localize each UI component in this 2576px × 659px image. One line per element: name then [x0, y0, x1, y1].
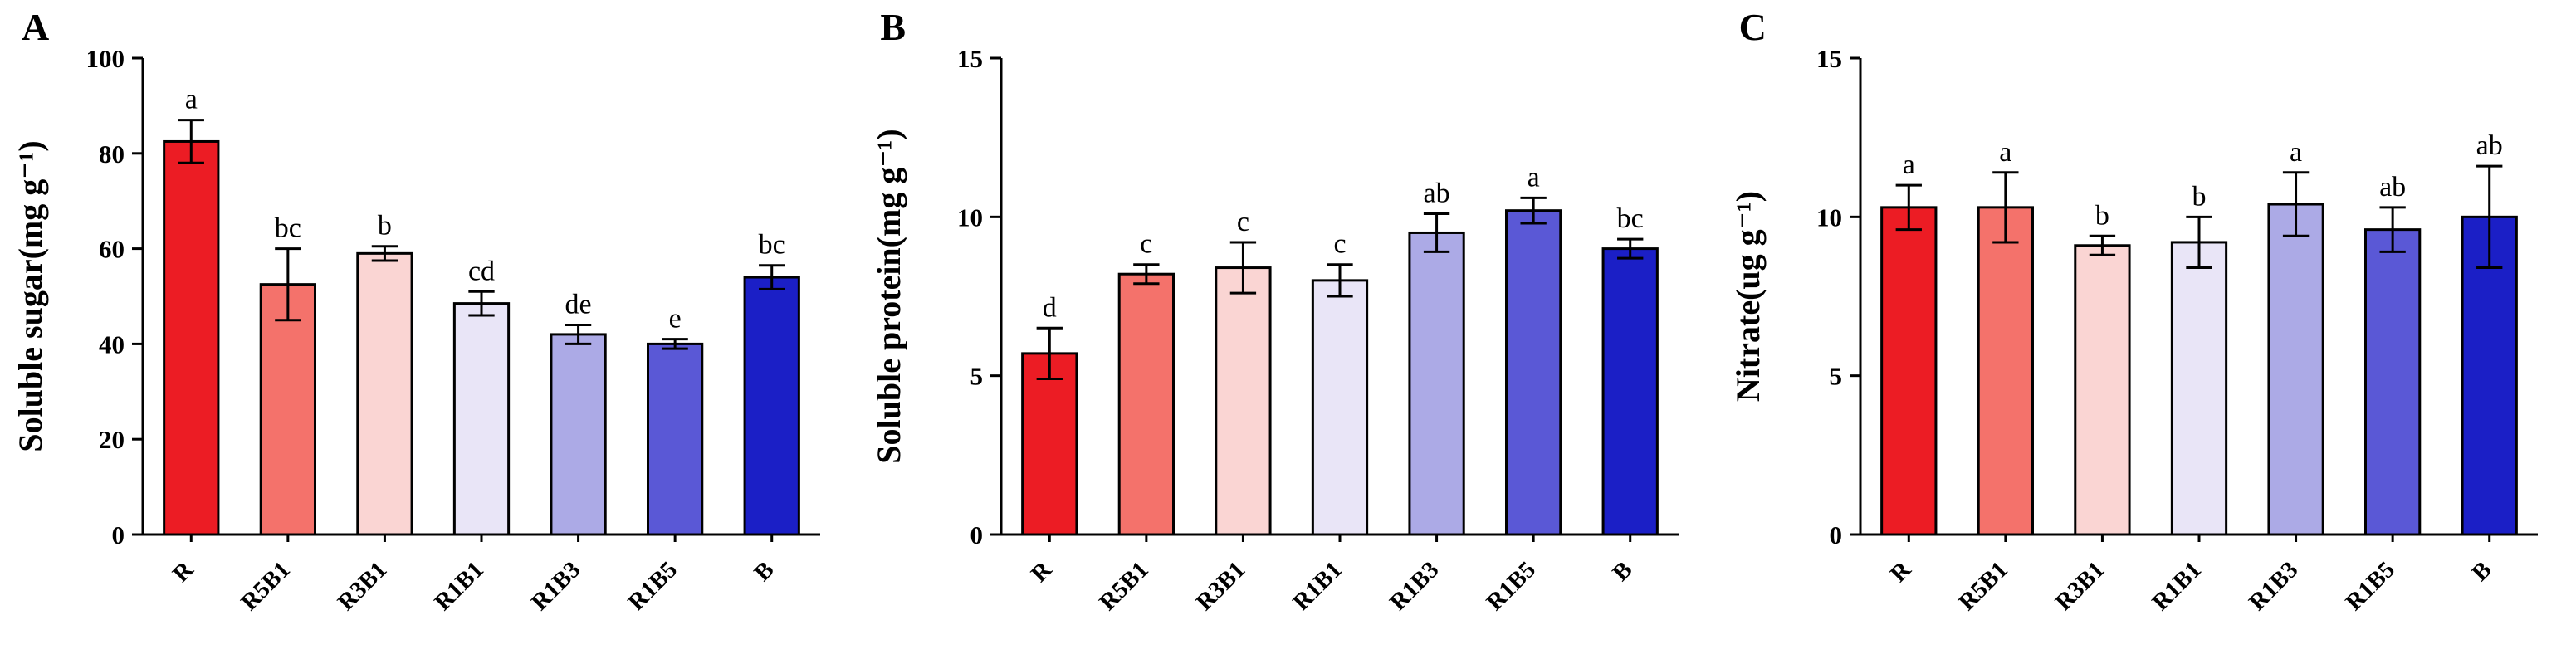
svg-text:B: B — [2466, 556, 2496, 586]
svg-text:de: de — [565, 289, 592, 320]
svg-text:R: R — [1884, 556, 1916, 588]
svg-text:a: a — [2290, 137, 2302, 168]
svg-text:R3B1: R3B1 — [1191, 556, 1251, 616]
svg-text:15: 15 — [1816, 44, 1842, 73]
svg-text:R1B3: R1B3 — [1385, 556, 1444, 616]
svg-text:ab: ab — [2476, 130, 2502, 161]
svg-text:Soluble protein(mg g⁻¹): Soluble protein(mg g⁻¹) — [870, 129, 907, 464]
svg-text:a: a — [1528, 162, 1540, 193]
svg-text:10: 10 — [957, 203, 983, 232]
svg-text:c: c — [1334, 229, 1347, 260]
svg-text:B: B — [1608, 556, 1638, 586]
svg-text:R1B5: R1B5 — [1482, 556, 1542, 616]
panel-label-b: B — [880, 6, 907, 48]
svg-text:R1B5: R1B5 — [623, 556, 682, 616]
svg-text:B: B — [749, 556, 779, 586]
svg-text:0: 0 — [112, 520, 125, 549]
svg-text:Soluble sugar(mg g⁻¹): Soluble sugar(mg g⁻¹) — [12, 140, 49, 452]
svg-text:0: 0 — [1829, 520, 1842, 549]
svg-text:R3B1: R3B1 — [2050, 556, 2109, 616]
svg-text:bc: bc — [759, 230, 785, 261]
svg-text:R5B1: R5B1 — [1095, 556, 1155, 616]
svg-text:10: 10 — [1816, 203, 1842, 232]
svg-text:60: 60 — [99, 235, 125, 264]
svg-text:20: 20 — [99, 425, 125, 454]
svg-text:R1B3: R1B3 — [526, 556, 586, 616]
svg-text:c: c — [1237, 207, 1249, 237]
svg-text:0: 0 — [970, 520, 984, 549]
svg-text:c: c — [1141, 229, 1153, 260]
svg-text:R5B1: R5B1 — [236, 556, 296, 616]
svg-text:R1B1: R1B1 — [1288, 556, 1348, 616]
svg-text:R1B1: R1B1 — [2147, 556, 2207, 616]
svg-text:b: b — [2192, 181, 2206, 212]
panel-label-a: A — [22, 6, 50, 48]
svg-text:40: 40 — [99, 330, 125, 359]
svg-text:R: R — [1026, 556, 1058, 588]
svg-text:100: 100 — [86, 44, 125, 73]
svg-text:b: b — [378, 211, 392, 242]
svg-text:cd: cd — [468, 256, 495, 286]
svg-text:80: 80 — [99, 139, 125, 168]
svg-text:Nitrate(ug g⁻¹): Nitrate(ug g⁻¹) — [1729, 191, 1767, 402]
nitrate-bar-chart: 0 5 10 15 a Ra R5B1 b R3B1 b R1B1 a R1B3 ab R1B5 ab B Nit… — [1729, 44, 2538, 616]
svg-text:R3B1: R3B1 — [333, 556, 393, 616]
svg-text:d: d — [1043, 292, 1057, 323]
svg-text:a: a — [1902, 149, 1914, 180]
svg-text:R1B3: R1B3 — [2244, 556, 2304, 616]
svg-text:bc: bc — [1617, 203, 1644, 234]
svg-text:5: 5 — [1829, 362, 1842, 391]
svg-text:R: R — [168, 556, 199, 588]
svg-text:R5B1: R5B1 — [1953, 556, 2013, 616]
svg-text:ab: ab — [1424, 178, 1450, 209]
panel-label-c: C — [1738, 6, 1767, 48]
soluble-sugar-bar-chart: 0 20 40 60 80 100 a Rbc R5B1 b R3B1 cd R1B1 de R1B3 e R1… — [12, 44, 820, 616]
svg-text:a: a — [1999, 137, 2011, 168]
svg-text:5: 5 — [970, 362, 984, 391]
svg-text:R1B5: R1B5 — [2340, 556, 2400, 616]
svg-text:b: b — [2095, 200, 2109, 231]
svg-text:e: e — [669, 304, 682, 334]
svg-text:ab: ab — [2379, 172, 2406, 203]
soluble-protein-bar-chart: 0 5 10 15 d Rc R5B1 c R3B1 c R1B1 ab R1B3 a R1B5 bc B Sol… — [870, 44, 1679, 616]
svg-text:15: 15 — [957, 44, 983, 73]
svg-text:R1B1: R1B1 — [429, 556, 489, 616]
svg-text:bc: bc — [275, 213, 301, 244]
svg-text:a: a — [185, 85, 198, 115]
